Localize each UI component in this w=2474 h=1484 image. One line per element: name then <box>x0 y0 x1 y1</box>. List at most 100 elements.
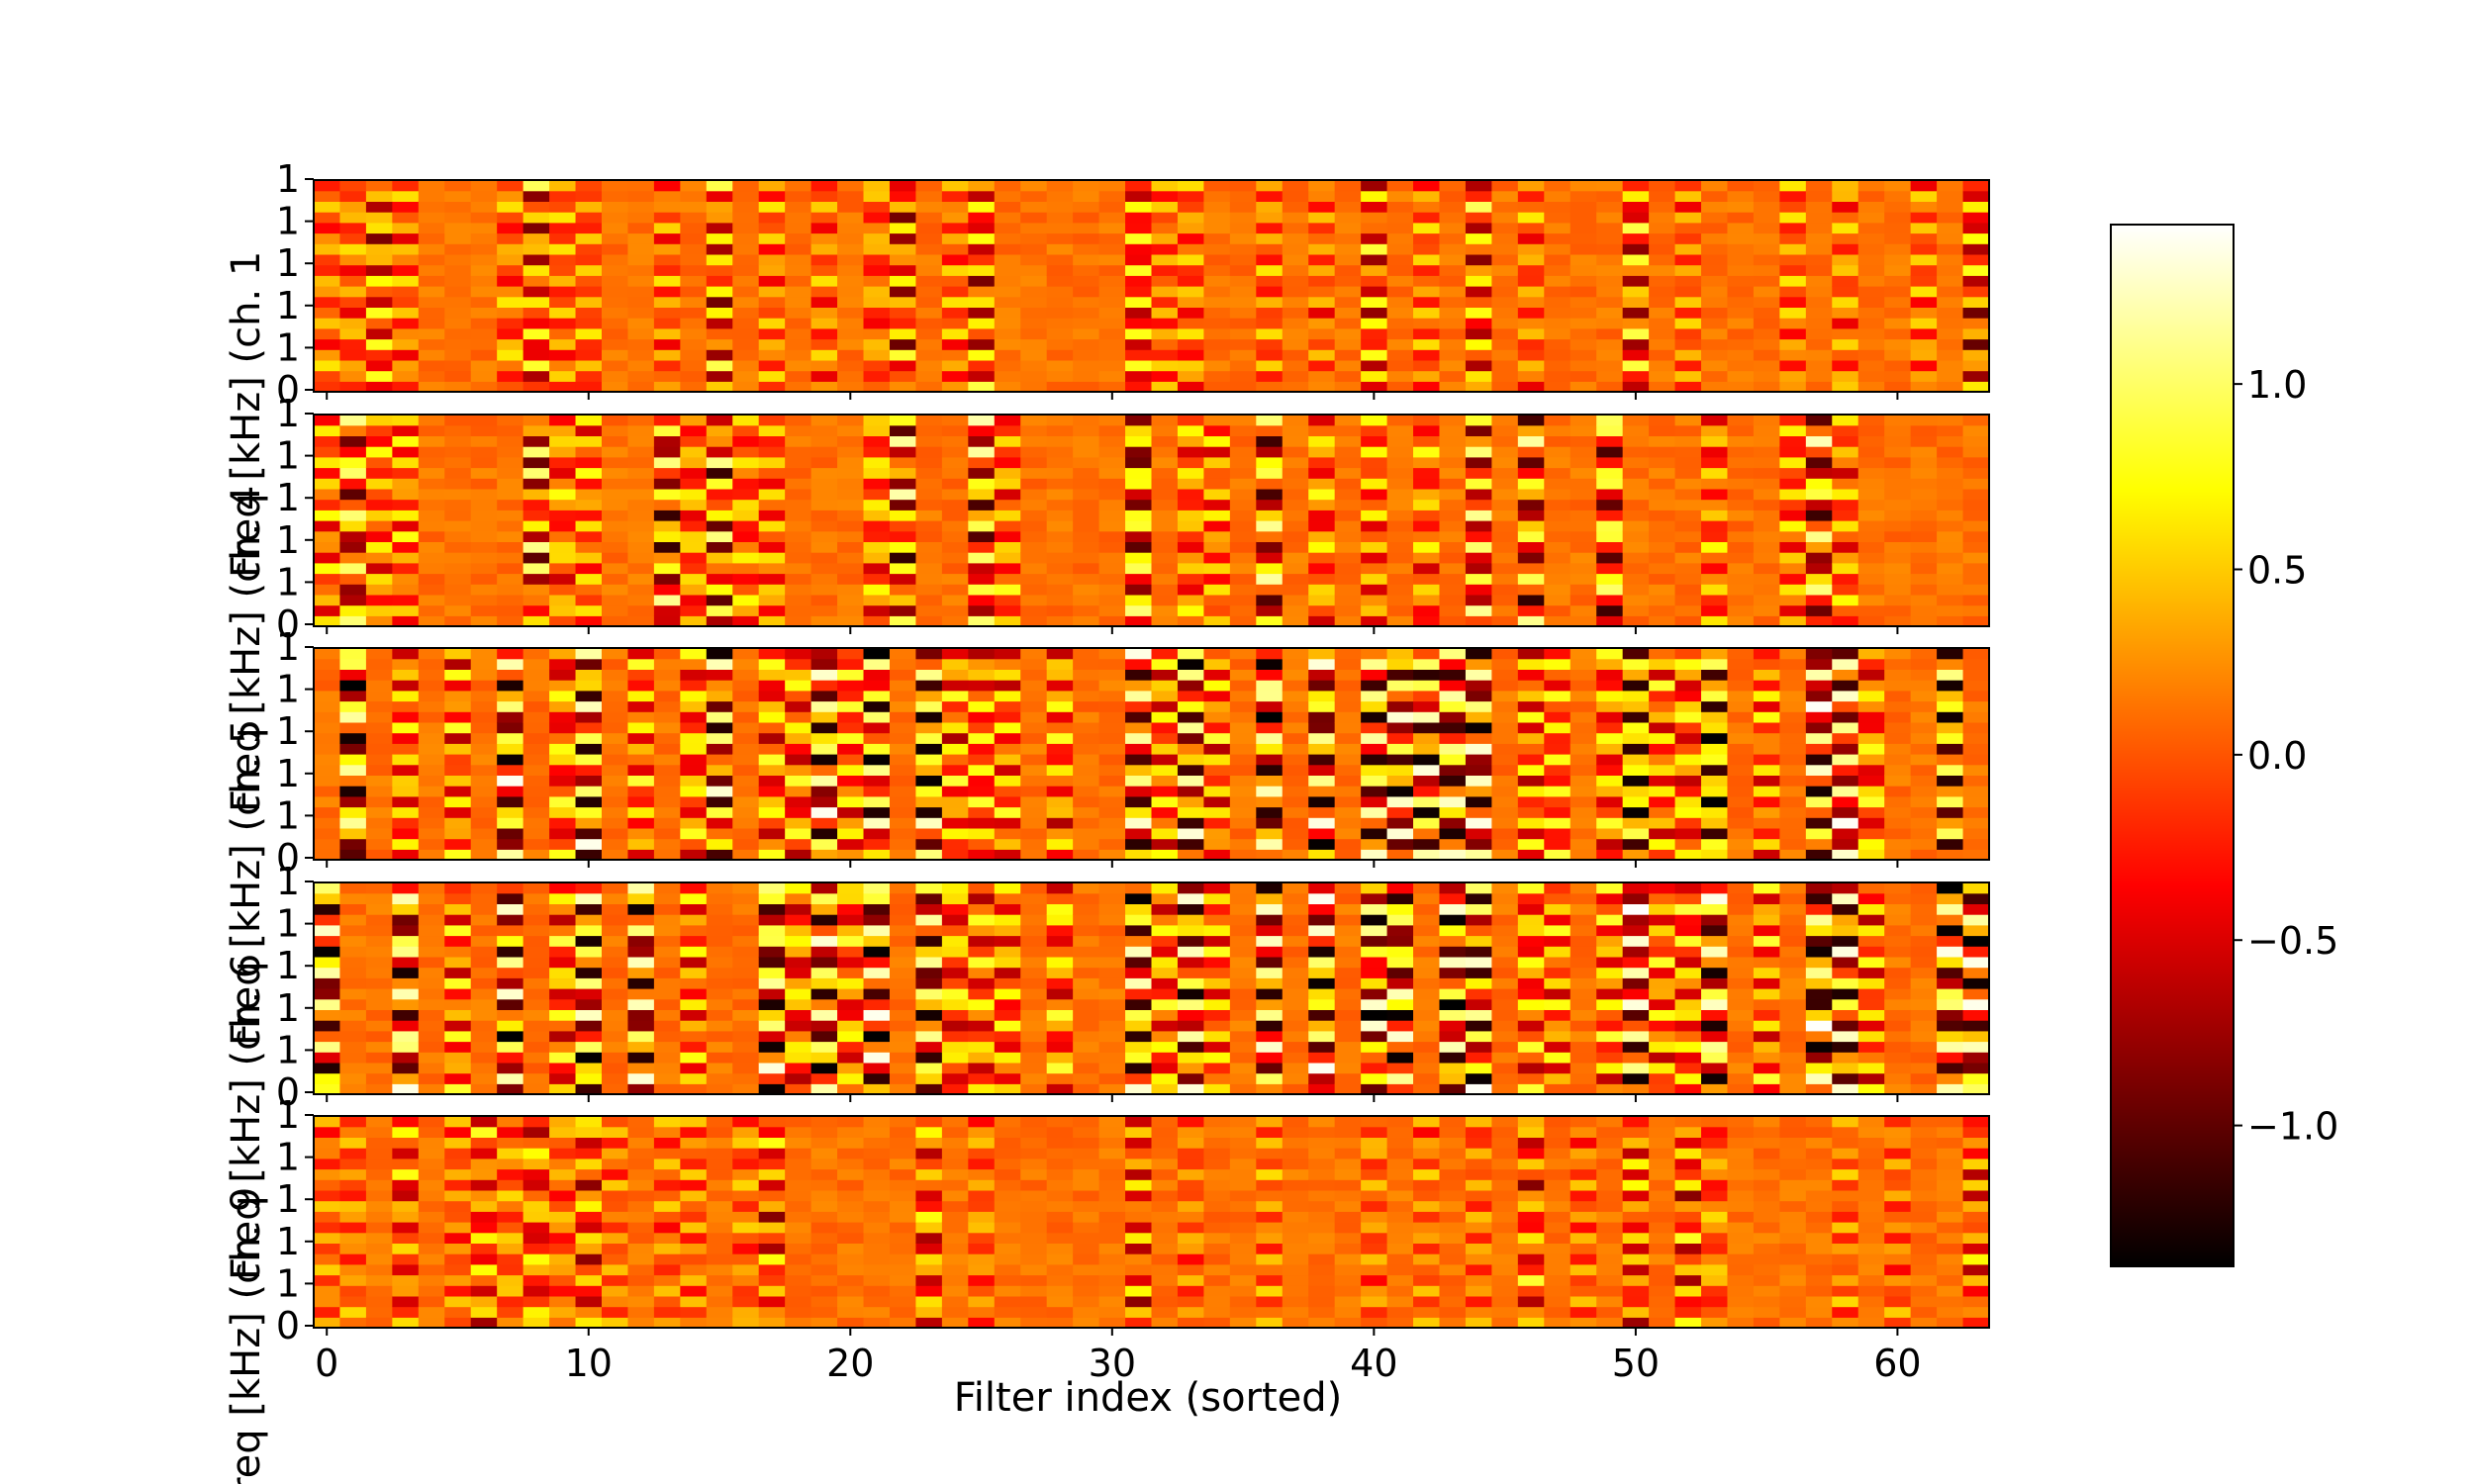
heatmap-cell <box>470 212 498 224</box>
heatmap-cell <box>1334 882 1362 894</box>
heatmap-cell <box>549 935 577 947</box>
heatmap-cell <box>1073 478 1100 490</box>
heatmap-cell <box>1308 180 1336 192</box>
heatmap-cell <box>497 892 524 904</box>
heatmap-cell <box>968 275 996 287</box>
heatmap-cell <box>549 488 577 501</box>
heatmap-cell <box>1125 1052 1153 1064</box>
heatmap-cell <box>1649 1020 1676 1032</box>
heatmap-cell <box>1439 424 1467 436</box>
heatmap-cell <box>575 764 603 776</box>
heatmap-cell <box>339 530 367 542</box>
heatmap-cell <box>941 275 969 287</box>
heatmap-cell <box>575 604 603 616</box>
heatmap-cell <box>444 296 472 308</box>
heatmap-cell <box>1203 658 1231 670</box>
heatmap-cell <box>392 1030 420 1043</box>
heatmap-cell <box>1832 446 1859 458</box>
heatmap-cell <box>915 446 943 458</box>
heatmap-cell <box>1622 1072 1650 1084</box>
heatmap-cell <box>1727 180 1755 192</box>
heatmap-cell <box>1256 318 1284 329</box>
heatmap-cell <box>968 732 996 744</box>
heatmap-cell <box>601 849 629 861</box>
heatmap-cell <box>1439 754 1467 766</box>
heatmap-cell <box>601 827 629 840</box>
heatmap-cell <box>1544 838 1571 850</box>
heatmap-cell <box>497 967 524 978</box>
heatmap-cell <box>968 510 996 521</box>
heatmap-cell <box>994 243 1021 255</box>
heatmap-cell <box>1701 690 1729 702</box>
heatmap-cell <box>1465 658 1492 670</box>
heatmap-cell <box>1937 562 1964 575</box>
heatmap-cell <box>1020 415 1048 426</box>
heatmap-cell <box>1910 817 1938 829</box>
heatmap-cell <box>863 552 891 564</box>
heatmap-cell <box>1308 562 1336 575</box>
heatmap-cell <box>1361 946 1388 958</box>
heatmap-cell <box>314 541 341 553</box>
heatmap-cell <box>497 510 524 521</box>
heatmap-cell <box>1465 732 1492 744</box>
heatmap-cell <box>1229 212 1257 224</box>
heatmap-cell <box>1649 456 1676 469</box>
heatmap-cell <box>941 764 969 776</box>
heatmap-cell <box>1020 359 1048 372</box>
heatmap-cell <box>1334 232 1362 244</box>
heatmap-cell <box>1020 711 1048 723</box>
heatmap-cell <box>1674 732 1702 744</box>
heatmap-cell <box>1937 615 1964 627</box>
heatmap-cell <box>732 349 760 361</box>
heatmap-cell <box>1805 604 1833 616</box>
heatmap-cell <box>1753 562 1780 575</box>
heatmap-cell <box>444 914 472 926</box>
heatmap-cell <box>941 212 969 224</box>
heatmap-cell <box>863 658 891 670</box>
heatmap-cell <box>1779 721 1807 734</box>
heatmap-cell <box>1962 615 1990 627</box>
heatmap-cell <box>365 786 393 797</box>
y-tick-label: 1 <box>276 793 300 837</box>
heatmap-cell <box>418 381 445 393</box>
heatmap-cell <box>732 467 760 479</box>
heatmap-cell <box>1229 1030 1257 1043</box>
heatmap-cell <box>1334 510 1362 521</box>
heatmap-cell <box>339 924 367 937</box>
heatmap-cell <box>1229 817 1257 829</box>
heatmap-cell <box>1570 541 1597 553</box>
heatmap-cell <box>627 795 655 808</box>
heatmap-cell <box>1753 286 1780 298</box>
heatmap-cell <box>1674 1020 1702 1032</box>
heatmap-cell <box>1779 232 1807 244</box>
heatmap-cell <box>1805 327 1833 340</box>
heatmap-cell <box>1753 648 1780 660</box>
heatmap-cell <box>1805 359 1833 372</box>
heatmap-cell <box>1465 1041 1492 1053</box>
heatmap-cell <box>1308 584 1336 596</box>
heatmap-cell <box>1544 795 1571 808</box>
heatmap-cell <box>1413 1041 1441 1053</box>
heatmap-cell <box>1439 892 1467 904</box>
heatmap-cell <box>1884 467 1912 479</box>
heatmap-cell <box>1805 648 1833 660</box>
heatmap-cell <box>418 222 445 234</box>
heatmap-cell <box>837 977 865 989</box>
heatmap-cell <box>994 264 1021 276</box>
heatmap-cell <box>1491 349 1519 361</box>
heatmap-cell <box>1413 415 1441 426</box>
heatmap-cell <box>1622 700 1650 712</box>
heatmap-cell <box>1544 967 1571 978</box>
heatmap-cell <box>1282 967 1309 978</box>
heatmap-cell <box>1229 541 1257 553</box>
heatmap-cell <box>1361 338 1388 350</box>
heatmap-cell <box>1282 669 1309 681</box>
heatmap-cell <box>1465 775 1492 787</box>
heatmap-cell <box>680 1072 708 1084</box>
heatmap-cell <box>1517 967 1545 978</box>
heatmap-cell <box>1098 849 1126 861</box>
heatmap-cell <box>1701 424 1729 436</box>
heatmap-cell <box>758 424 786 436</box>
heatmap-cell <box>1962 838 1990 850</box>
heatmap-cell <box>1334 424 1362 436</box>
